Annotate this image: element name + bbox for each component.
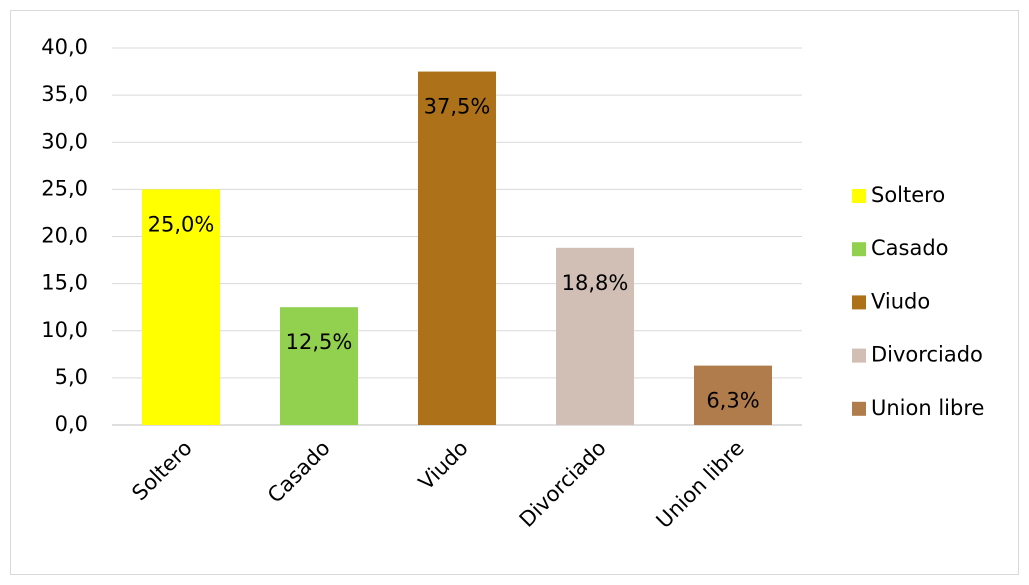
bar	[142, 189, 220, 425]
y-tick-label: 20,0	[41, 224, 88, 248]
y-tick-label: 15,0	[41, 271, 88, 295]
bar	[556, 247, 634, 425]
legend-label: Viudo	[871, 289, 930, 313]
bar	[418, 71, 496, 425]
legend-label: Union libre	[871, 396, 984, 420]
y-tick-label: 35,0	[41, 82, 88, 106]
legend-label: Divorciado	[871, 343, 983, 367]
legend-swatch	[852, 295, 866, 310]
data-label: 12,5%	[286, 330, 353, 354]
legend-label: Soltero	[871, 183, 945, 207]
legend-swatch	[852, 401, 866, 416]
y-tick-label: 5,0	[55, 365, 88, 389]
y-tick-label: 40,0	[41, 35, 88, 59]
y-tick-label: 30,0	[41, 129, 88, 153]
data-label: 18,8%	[562, 271, 629, 295]
data-label: 6,3%	[706, 389, 759, 413]
bar	[280, 307, 358, 425]
legend-swatch	[852, 189, 866, 203]
y-tick-label: 10,0	[41, 318, 88, 342]
legend-label: Casado	[871, 236, 949, 260]
y-tick-label: 0,0	[55, 412, 88, 436]
bar	[694, 365, 772, 425]
legend-swatch	[852, 348, 866, 363]
data-label: 37,5%	[424, 95, 491, 119]
y-tick-label: 25,0	[41, 176, 88, 200]
legend-swatch	[852, 242, 866, 257]
data-label: 25,0%	[148, 212, 215, 236]
